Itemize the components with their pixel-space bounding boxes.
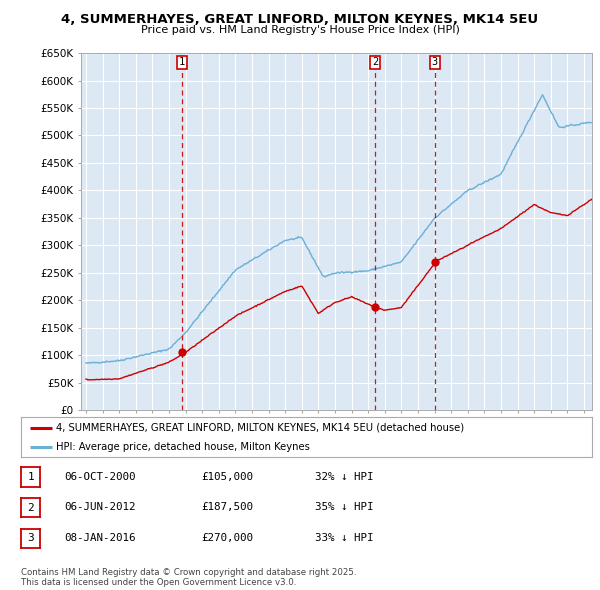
Text: 32% ↓ HPI: 32% ↓ HPI <box>315 472 373 481</box>
Text: 4, SUMMERHAYES, GREAT LINFORD, MILTON KEYNES, MK14 5EU (detached house): 4, SUMMERHAYES, GREAT LINFORD, MILTON KE… <box>56 423 464 433</box>
Text: 06-JUN-2012: 06-JUN-2012 <box>64 503 136 512</box>
Text: Price paid vs. HM Land Registry's House Price Index (HPI): Price paid vs. HM Land Registry's House … <box>140 25 460 35</box>
Text: 3: 3 <box>27 533 34 543</box>
Text: 4, SUMMERHAYES, GREAT LINFORD, MILTON KEYNES, MK14 5EU: 4, SUMMERHAYES, GREAT LINFORD, MILTON KE… <box>61 13 539 26</box>
Text: 33% ↓ HPI: 33% ↓ HPI <box>315 533 373 543</box>
Text: Contains HM Land Registry data © Crown copyright and database right 2025.
This d: Contains HM Land Registry data © Crown c… <box>21 568 356 587</box>
Text: 1: 1 <box>178 57 185 67</box>
Text: 2: 2 <box>372 57 379 67</box>
Text: HPI: Average price, detached house, Milton Keynes: HPI: Average price, detached house, Milt… <box>56 442 310 452</box>
Text: 35% ↓ HPI: 35% ↓ HPI <box>315 503 373 512</box>
Text: 2: 2 <box>27 503 34 513</box>
Text: 06-OCT-2000: 06-OCT-2000 <box>64 472 136 481</box>
Text: £270,000: £270,000 <box>201 533 253 543</box>
Text: 3: 3 <box>432 57 438 67</box>
Text: 08-JAN-2016: 08-JAN-2016 <box>64 533 136 543</box>
Text: 1: 1 <box>27 472 34 482</box>
Text: £187,500: £187,500 <box>201 503 253 512</box>
Text: £105,000: £105,000 <box>201 472 253 481</box>
